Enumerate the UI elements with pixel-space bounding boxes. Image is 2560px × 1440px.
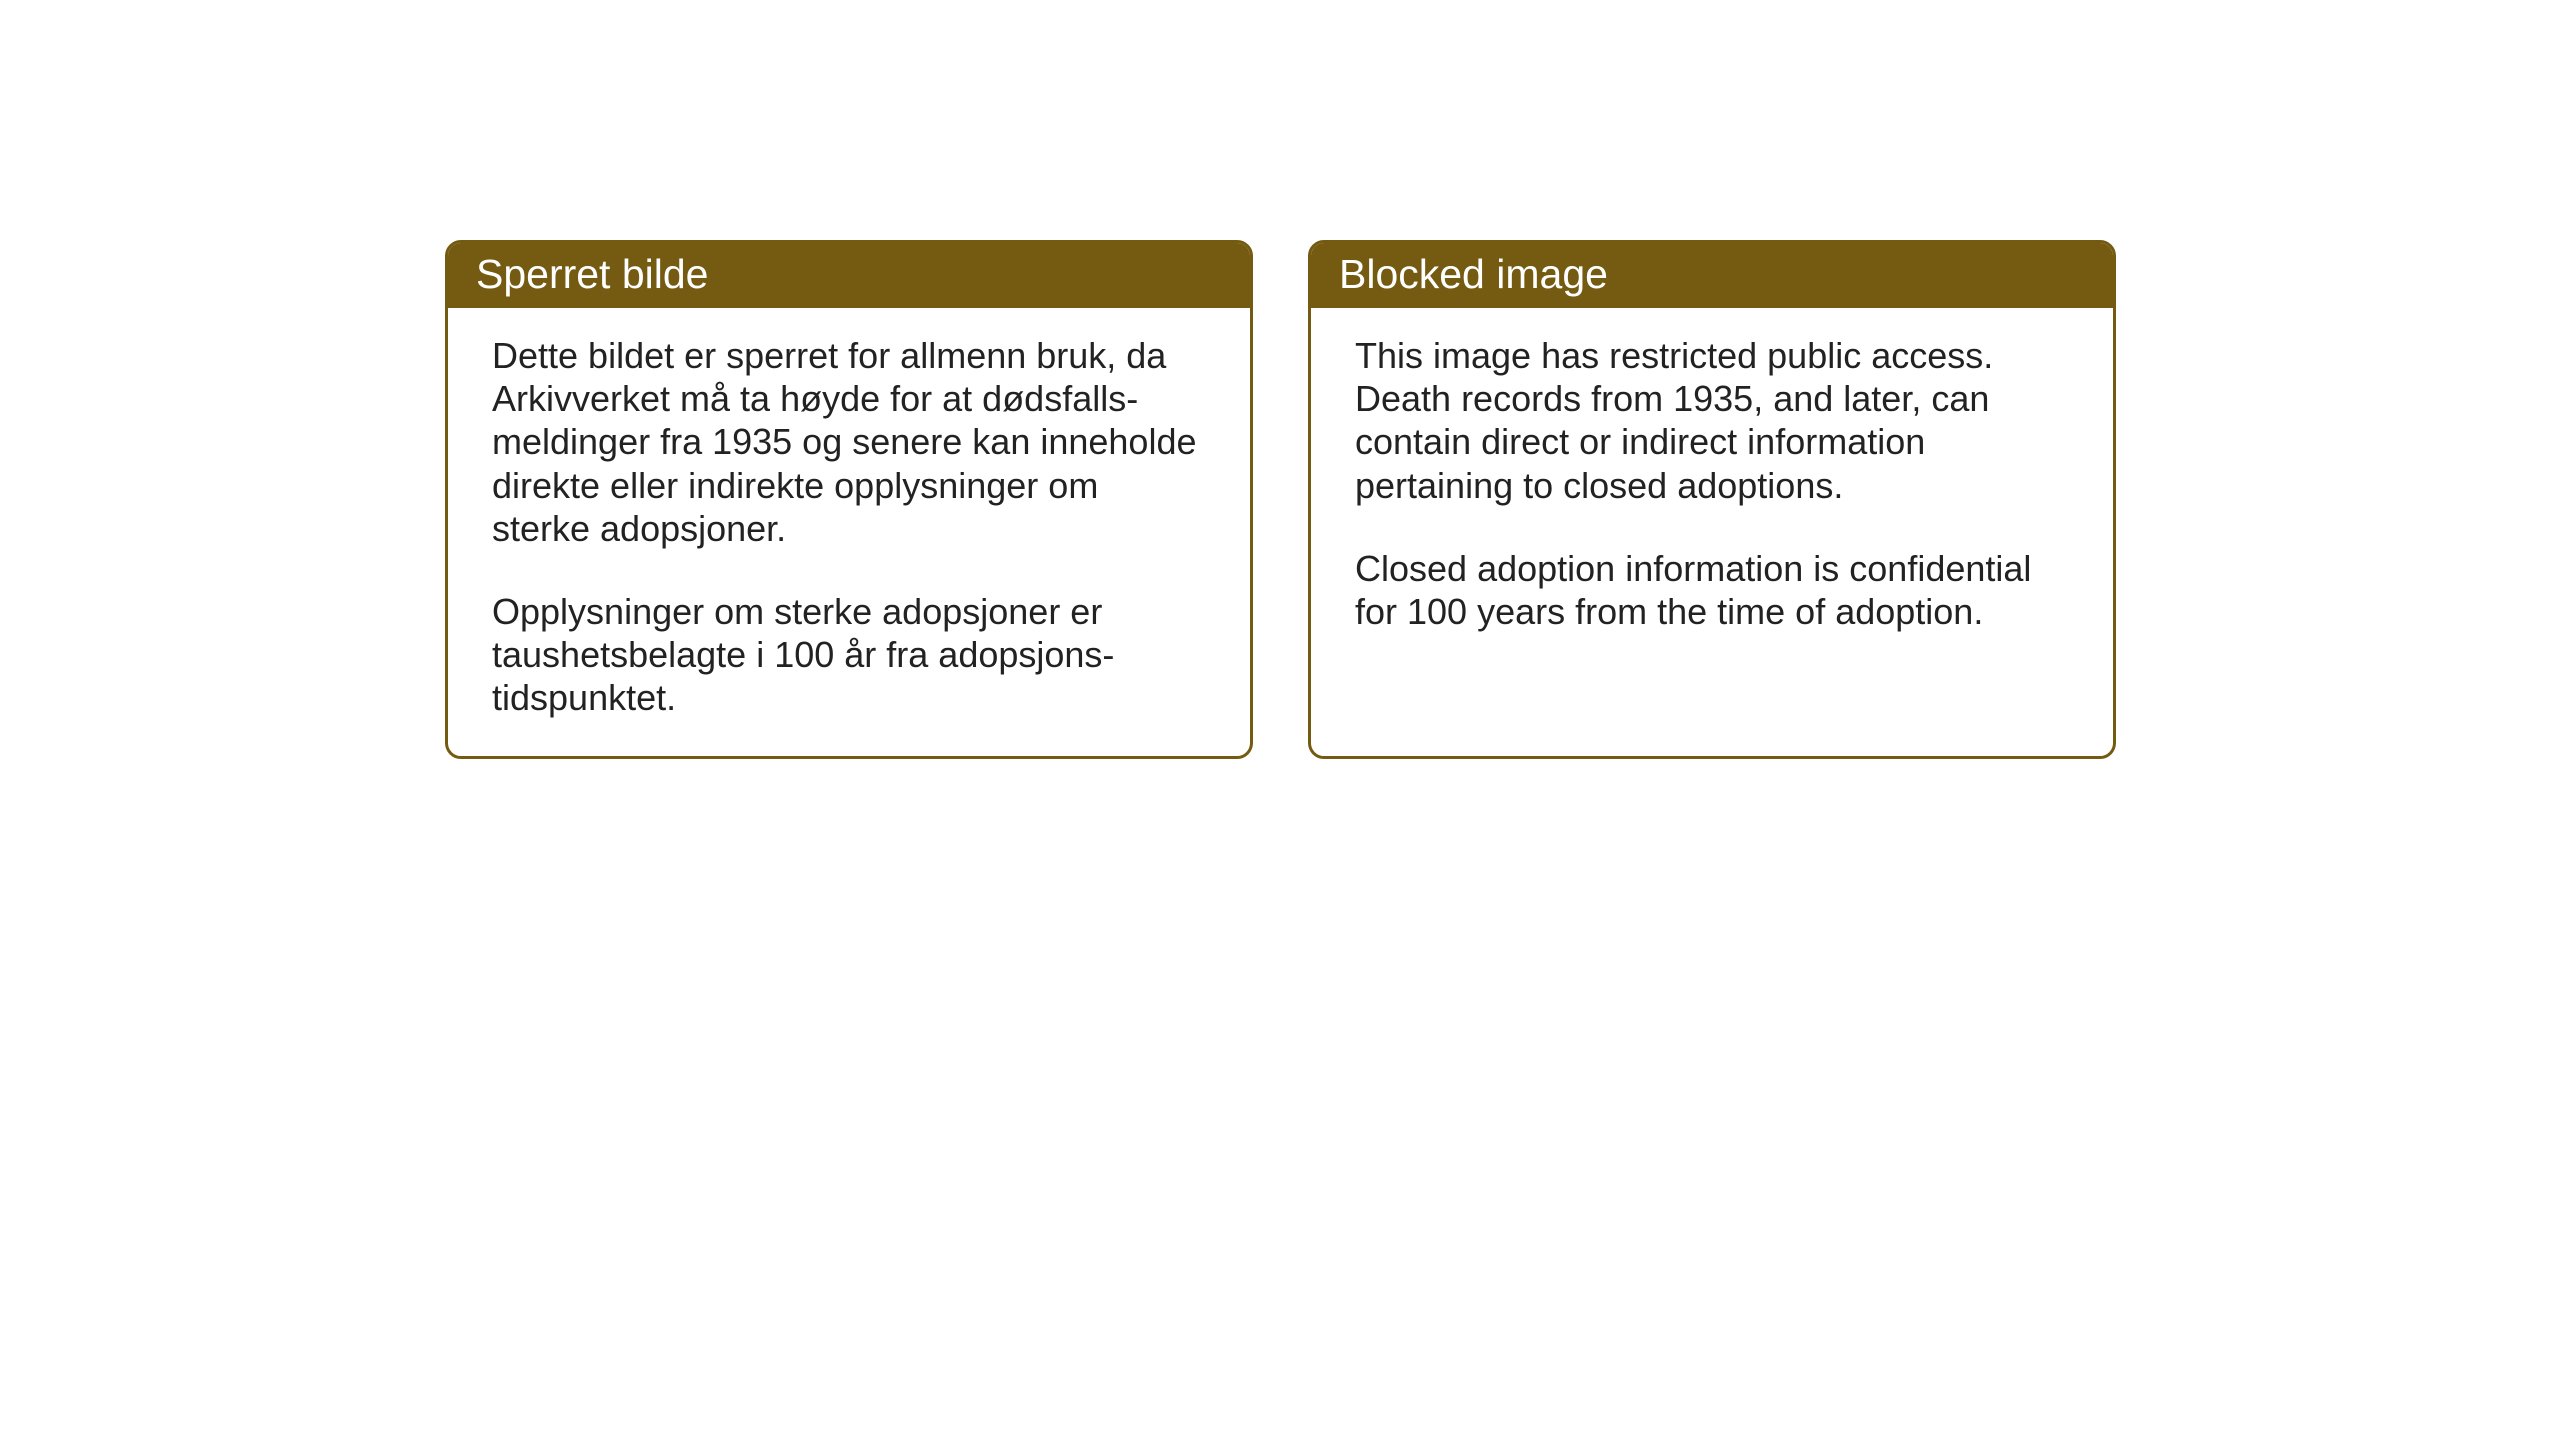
card-body-english: This image has restricted public access.… (1311, 308, 2113, 713)
card-title-english: Blocked image (1339, 251, 1608, 297)
card-paragraph-2-english: Closed adoption information is confident… (1355, 547, 2069, 633)
card-header-norwegian: Sperret bilde (448, 243, 1250, 308)
card-paragraph-2-norwegian: Opplysninger om sterke adopsjoner er tau… (492, 590, 1206, 720)
card-paragraph-1-norwegian: Dette bildet er sperret for allmenn bruk… (492, 334, 1206, 550)
card-paragraph-1-english: This image has restricted public access.… (1355, 334, 2069, 507)
card-header-english: Blocked image (1311, 243, 2113, 308)
card-english: Blocked image This image has restricted … (1308, 240, 2116, 759)
card-body-norwegian: Dette bildet er sperret for allmenn bruk… (448, 308, 1250, 756)
card-title-norwegian: Sperret bilde (476, 251, 708, 297)
cards-container: Sperret bilde Dette bildet er sperret fo… (445, 240, 2116, 759)
card-norwegian: Sperret bilde Dette bildet er sperret fo… (445, 240, 1253, 759)
